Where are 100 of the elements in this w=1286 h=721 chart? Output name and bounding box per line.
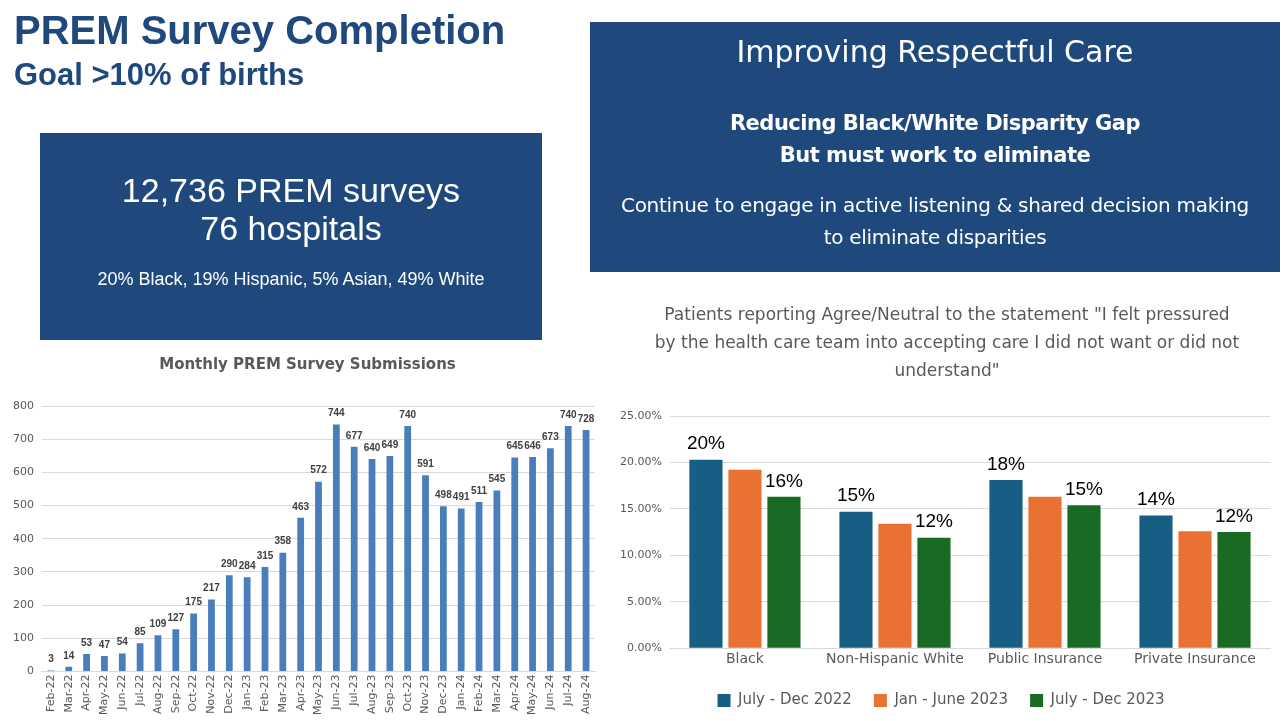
x-tick-label: Apr-23 <box>293 674 307 711</box>
x-tick-label: Mar-22 <box>61 674 75 713</box>
x-tick-label: Jun-23 <box>329 674 343 711</box>
data-label: 673 <box>542 430 560 442</box>
data-label: 677 <box>345 429 363 441</box>
data-label: 649 <box>381 438 399 450</box>
data-label: 127 <box>167 612 185 624</box>
bar <box>279 552 287 671</box>
bar <box>839 511 873 648</box>
data-label: 20% <box>686 432 726 454</box>
bar <box>172 629 180 671</box>
bar <box>493 490 501 671</box>
x-tick-label: Apr-24 <box>507 674 521 711</box>
y-tick-label: 300 <box>13 564 34 578</box>
data-label: 14 <box>63 649 75 661</box>
bar <box>1028 496 1062 648</box>
text: Continue to engage in active listening & shared decision making to eliminate disparities <box>620 192 1250 251</box>
y-tick-label: 0.00% <box>626 641 662 655</box>
bar <box>190 613 198 671</box>
data-label: 3 <box>48 653 55 665</box>
x-tick-label: Nov-23 <box>418 674 432 714</box>
x-tick-label: Jul-23 <box>347 674 361 707</box>
text: 20% Black, 19% Hispanic, 5% Asian, 49% White <box>96 269 486 290</box>
bar <box>457 508 465 671</box>
data-label: 645 <box>506 440 524 452</box>
data-label: 217 <box>203 582 221 594</box>
bar <box>1139 515 1173 648</box>
y-tick-label: 10.00% <box>619 548 662 562</box>
text: Reducing Black/White Disparity Gap <box>728 110 1142 137</box>
x-tick-label: Mar-24 <box>489 674 503 713</box>
y-tick-label: 600 <box>13 465 34 479</box>
bar <box>767 496 801 648</box>
bar <box>83 653 90 671</box>
bar <box>547 448 554 671</box>
x-tick-label: Dec-22 <box>222 674 236 714</box>
x-tick-label: May-24 <box>525 674 539 715</box>
bar <box>350 446 358 671</box>
x-tick-label: Oct-22 <box>186 674 200 712</box>
data-label: 744 <box>327 407 346 419</box>
bar <box>1217 532 1251 648</box>
legend-label: July - Dec 2023 <box>1049 690 1165 709</box>
x-tick-label: Feb-24 <box>471 674 485 712</box>
data-label: 463 <box>292 500 310 512</box>
x-tick-label: Jun-22 <box>115 674 129 711</box>
y-tick-label: 500 <box>13 498 34 512</box>
data-label: 511 <box>470 484 488 496</box>
data-label: 16% <box>764 469 804 491</box>
data-label: 109 <box>149 618 167 630</box>
y-tick-label: 400 <box>13 531 34 545</box>
text: 12,736 PREM surveys <box>120 171 462 209</box>
x-tick-label: May-23 <box>311 674 325 715</box>
y-tick-label: 15.00% <box>619 501 662 515</box>
x-tick-label: Aug-24 <box>578 674 592 714</box>
data-label: 15% <box>836 484 876 506</box>
data-label: 740 <box>559 408 578 420</box>
data-label: 315 <box>256 549 274 561</box>
chart-title: Patients reporting Agree/Neutral to the statement "I felt pressured by the health care team into accepting care I did not want or did not understand" <box>653 303 1241 382</box>
text: Goal >10% of births <box>14 57 306 93</box>
data-label: 491 <box>452 491 470 503</box>
x-tick-label: Public Insurance <box>987 650 1103 667</box>
data-label: 53 <box>81 636 93 648</box>
text: Improving Respectful Care <box>735 33 1135 69</box>
x-tick-label: Jul-24 <box>561 674 575 707</box>
x-tick-label: Private Insurance <box>1134 650 1256 667</box>
x-tick-label: Apr-22 <box>79 674 93 711</box>
x-tick-label: May-22 <box>97 674 111 715</box>
bar <box>511 457 519 671</box>
text: But must work to eliminate <box>778 142 1092 169</box>
x-tick-label: Feb-22 <box>43 674 57 712</box>
data-label: 175 <box>185 596 203 608</box>
x-tick-label: Oct-23 <box>400 674 414 712</box>
bar <box>689 459 723 648</box>
bar <box>243 577 251 671</box>
bar <box>404 425 412 671</box>
x-tick-label: Jan-24 <box>454 674 468 711</box>
data-label: 47 <box>98 638 111 650</box>
data-label: 18% <box>986 452 1026 474</box>
data-label: 14% <box>1136 488 1176 510</box>
x-tick-label: Black <box>726 650 765 667</box>
bar <box>315 481 322 671</box>
data-label: 740 <box>399 408 417 420</box>
data-label: 12% <box>1214 504 1254 526</box>
text: 76 hospitals <box>199 209 383 247</box>
data-label: 591 <box>417 458 435 470</box>
bar <box>1067 505 1101 648</box>
bar <box>422 475 429 671</box>
x-tick-label: Mar-23 <box>275 674 289 713</box>
bar <box>564 425 572 671</box>
data-label: 572 <box>310 464 328 476</box>
data-label: 640 <box>363 441 381 453</box>
bar <box>332 424 340 671</box>
x-tick-label: Jul-22 <box>132 674 146 707</box>
x-tick-label: Feb-23 <box>257 674 271 712</box>
bar <box>728 469 762 648</box>
data-label: 498 <box>435 488 453 500</box>
data-label: 290 <box>220 558 239 569</box>
y-tick-label: 0 <box>27 664 34 678</box>
text: PREM Survey Completion <box>14 8 507 53</box>
data-label: 54 <box>116 636 129 648</box>
x-tick-label: Nov-22 <box>204 674 218 714</box>
